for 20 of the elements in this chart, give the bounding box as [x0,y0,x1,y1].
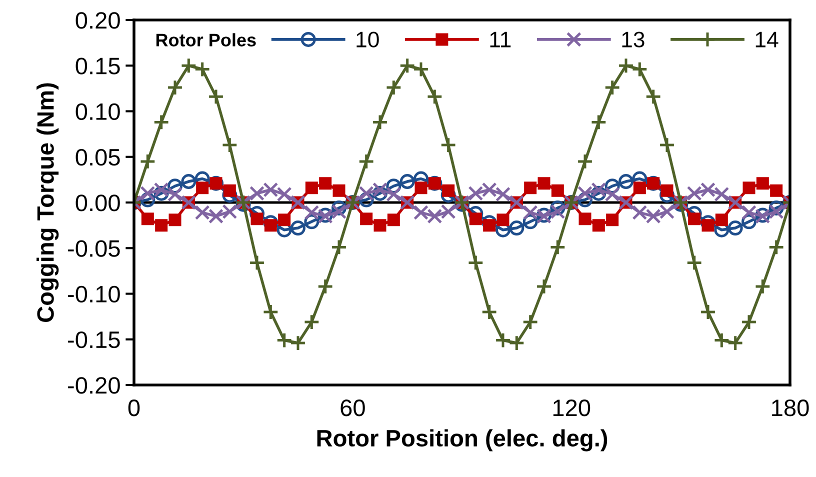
x-tick-label: 60 [340,400,365,416]
legend-label: 13 [622,32,644,48]
y-tick-label: 0.05 [76,148,120,166]
x-tick-label: 180 [772,400,809,416]
y-tick-label: -0.05 [68,240,120,257]
y-tick-label: -0.10 [68,286,120,303]
y-tick-label: 0.00 [76,194,120,212]
legend-label: 11 [490,32,511,48]
x-tick-label: 120 [553,400,590,416]
y-tick-label: -0.15 [68,331,120,348]
x-tick-label: 0 [128,400,140,416]
y-tick-label: 0.20 [76,12,120,29]
y-tick-label: -0.20 [68,377,120,394]
y-tick-label: 0.15 [76,58,120,74]
y-axis-title: Cogging Torque (Nm) [36,83,59,322]
y-tick-label: 0.10 [76,103,120,120]
legend-label: 14 [756,32,778,48]
x-axis-title: Rotor Position (elec. deg.) [317,429,608,452]
legend-title: Rotor Poles [156,33,256,46]
legend-label: 10 [356,32,379,48]
